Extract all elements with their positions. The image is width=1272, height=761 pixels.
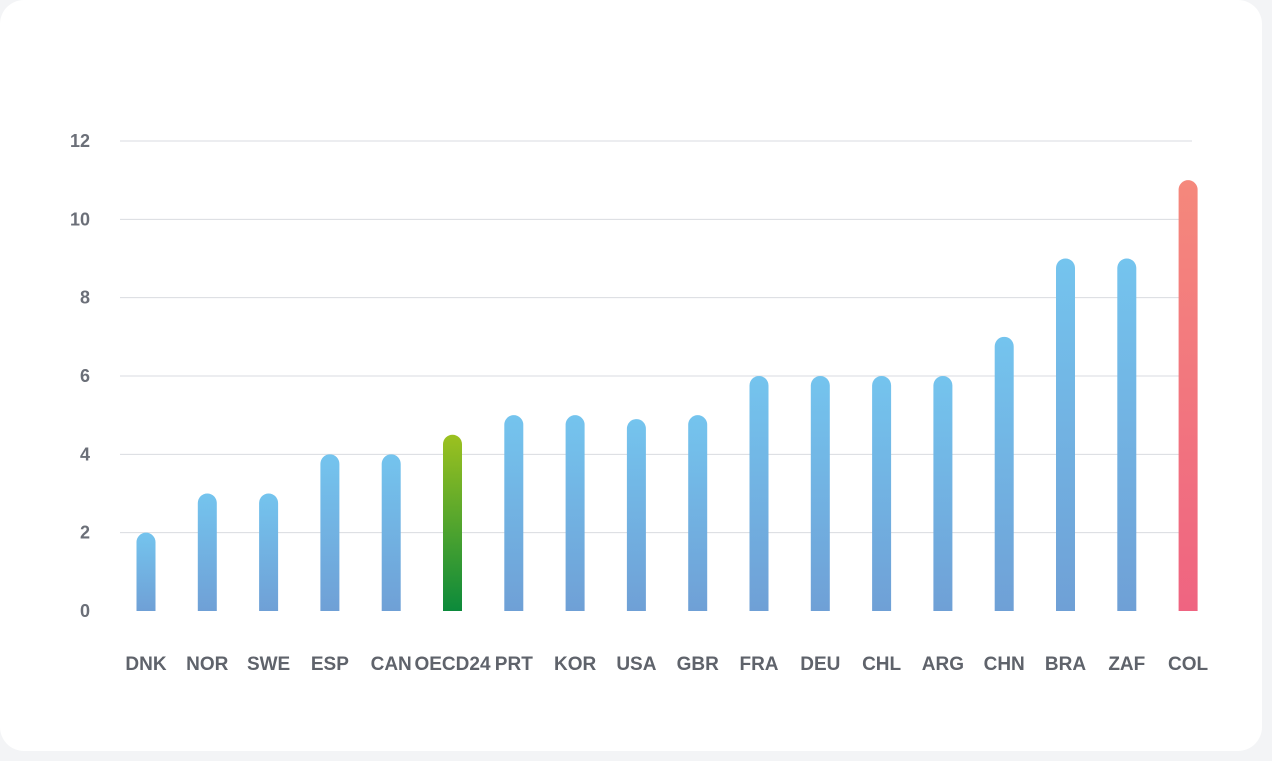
x-tick-label-zaf: ZAF <box>1108 654 1145 675</box>
bar-nor <box>197 493 217 611</box>
y-tick-label: 10 <box>70 209 90 229</box>
x-tick-label-can: CAN <box>371 654 412 675</box>
bar-dnk <box>136 532 156 611</box>
y-tick-label: 8 <box>80 288 90 308</box>
y-axis-ticks: 0 2 4 6 8 10 12 <box>70 131 90 621</box>
x-tick-label-swe: SWE <box>247 654 290 675</box>
x-tick-label-arg: ARG <box>922 654 964 675</box>
x-tick-label-dnk: DNK <box>125 654 166 675</box>
bar-swe <box>259 493 279 611</box>
x-tick-label-deu: DEU <box>800 654 840 675</box>
bar-deu <box>810 376 830 611</box>
x-tick-label-usa: USA <box>616 654 656 675</box>
bar-chl <box>872 376 892 611</box>
x-tick-label-bra: BRA <box>1045 654 1086 675</box>
x-tick-label-col: COL <box>1168 654 1209 675</box>
bar-oecd24 <box>443 434 462 611</box>
bar-arg <box>933 376 953 611</box>
bar-kor <box>565 415 585 611</box>
bar-esp <box>320 454 340 611</box>
gridlines <box>120 140 1192 534</box>
y-tick-label: 2 <box>80 523 90 543</box>
y-tick-label: 12 <box>70 131 90 151</box>
bar-prt <box>504 415 524 611</box>
bar-chart: 0 2 4 6 8 10 12 DNK NOR SWE ESP CAN OECD24 PRT KOR USA… <box>70 131 1209 675</box>
bar-zaf <box>1117 258 1137 611</box>
bar-col <box>1178 180 1198 611</box>
bar-gbr <box>688 415 708 611</box>
bar-bra <box>1056 258 1075 611</box>
bar-fra <box>749 376 769 611</box>
x-tick-label-prt: PRT <box>495 654 533 675</box>
x-tick-label-fra: FRA <box>739 654 778 675</box>
x-tick-label-esp: ESP <box>311 654 349 675</box>
bars <box>136 180 1198 611</box>
y-tick-label: 6 <box>80 366 90 386</box>
y-tick-label: 4 <box>80 444 90 464</box>
y-tick-label: 0 <box>80 601 90 621</box>
bar-usa <box>626 419 646 611</box>
x-tick-label-chl: CHL <box>862 654 901 675</box>
chart-card: 0 2 4 6 8 10 12 DNK NOR SWE ESP CAN OECD24 PRT KOR USA… <box>0 0 1262 751</box>
bar-chn <box>994 336 1014 611</box>
x-tick-label-gbr: GBR <box>677 654 720 675</box>
bar-can <box>381 454 401 611</box>
x-tick-label-kor: KOR <box>554 654 597 675</box>
x-axis-labels: DNK NOR SWE ESP CAN OECD24 PRT KOR USA GBR FRA DEU C… <box>125 654 1208 675</box>
x-tick-label-oecd24: OECD24 <box>414 654 490 675</box>
x-tick-label-nor: NOR <box>186 654 229 675</box>
x-tick-label-chn: CHN <box>984 654 1025 675</box>
